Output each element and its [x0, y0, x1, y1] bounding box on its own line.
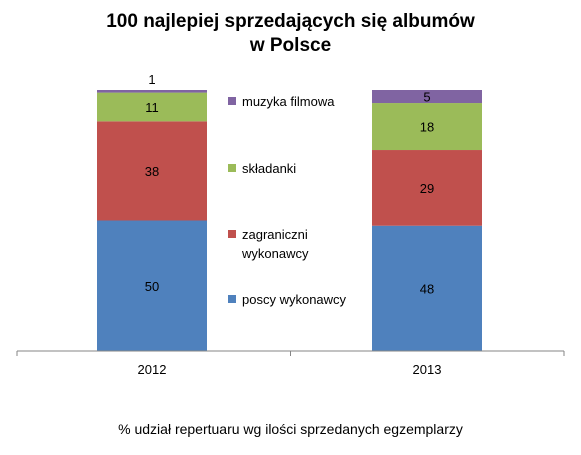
legend: muzyka filmowa składanki zagraniczni wykona…	[228, 94, 347, 307]
data-label-2013-4: 5	[423, 90, 430, 105]
x-axis: 2012 2013	[16, 350, 565, 377]
bar-segment-2013-3	[372, 103, 482, 151]
legend-label-3: składanki	[242, 161, 296, 176]
bar-segment-2013-2	[372, 150, 482, 226]
legend-marker-4	[228, 97, 236, 105]
chart-title-line-2: w Polsce	[249, 35, 332, 56]
data-label-2012-2: 38	[145, 164, 159, 179]
chart-title: 100 najlepiej sprzedających się albumów …	[0, 10, 581, 58]
chart-title-line-1: 100 najlepiej sprzedających się albumów	[106, 11, 475, 32]
bar-segment-2012-4	[97, 90, 207, 93]
bar-segment-2012-2	[97, 121, 207, 221]
data-label-2013-1: 48	[420, 281, 434, 296]
legend-label-4: muzyka filmowa	[242, 94, 335, 109]
legend-marker-1	[228, 295, 236, 303]
bar-segment-2012-1	[97, 220, 207, 351]
legend-label-1: poscy wykonawcy	[242, 292, 347, 307]
x-tick-label-2013: 2013	[413, 362, 442, 377]
data-label-2013-3: 18	[420, 120, 434, 135]
legend-marker-2	[228, 230, 236, 238]
chart-footer-caption: % udział repertuaru wg ilości sprzedanyc…	[118, 421, 463, 437]
data-label-2012-3: 11	[145, 100, 159, 115]
bar-segment-2013-4	[372, 90, 482, 104]
data-label-2012-1: 50	[145, 279, 159, 294]
bar-segment-2013-1	[372, 225, 482, 351]
legend-marker-3	[228, 164, 236, 172]
bar-segment-2012-3	[97, 92, 207, 122]
legend-label-2: zagraniczni wykonawcy	[241, 227, 309, 261]
data-label-2012-4: 1	[148, 72, 155, 87]
x-tick-label-2012: 2012	[138, 362, 167, 377]
data-label-2013-2: 29	[420, 181, 434, 196]
